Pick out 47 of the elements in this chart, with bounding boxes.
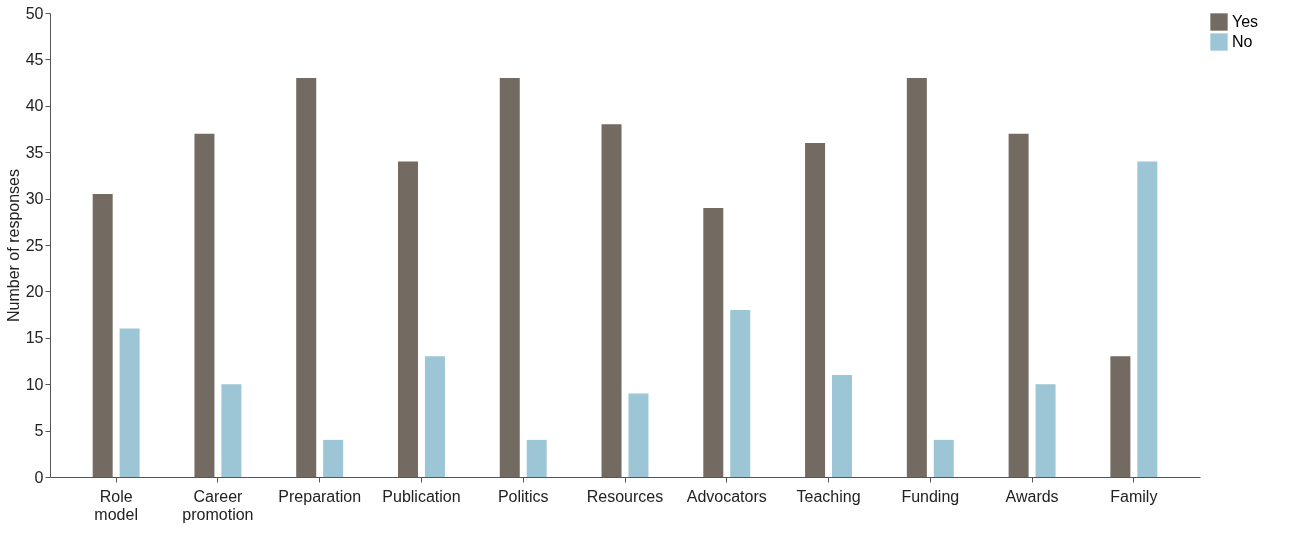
bar bbox=[703, 207, 724, 477]
x-tick-label: Resources bbox=[586, 487, 664, 505]
y-tick-label: 20 bbox=[25, 282, 44, 300]
y-tick-label: 40 bbox=[25, 97, 44, 115]
x-tick-label: Publication bbox=[382, 487, 461, 505]
x-tick-label: Funding bbox=[901, 487, 960, 505]
bar bbox=[221, 384, 242, 477]
x-tick-label: Awards bbox=[1005, 487, 1059, 505]
bar bbox=[906, 77, 927, 477]
bar bbox=[730, 309, 751, 477]
y-tick-label: 25 bbox=[25, 236, 44, 254]
bar bbox=[323, 439, 344, 477]
x-tick-label: Family bbox=[1110, 487, 1158, 505]
bar bbox=[1110, 356, 1131, 477]
x-tick-label: Preparation bbox=[278, 487, 362, 505]
bar bbox=[933, 439, 954, 477]
y-tick-label: 50 bbox=[25, 4, 44, 22]
y-tick-label: 10 bbox=[25, 375, 44, 393]
x-tick-label: Teaching bbox=[796, 487, 861, 505]
y-tick-label: 35 bbox=[25, 143, 44, 161]
bar bbox=[194, 133, 215, 477]
x-tick-label: Role model bbox=[94, 487, 138, 523]
bar bbox=[397, 161, 418, 477]
bar bbox=[424, 356, 445, 477]
y-tick-label: 15 bbox=[25, 329, 44, 347]
bar bbox=[1137, 161, 1158, 477]
legend-label: No bbox=[1232, 33, 1253, 50]
bar bbox=[628, 393, 649, 477]
bar bbox=[601, 124, 622, 477]
y-tick-label: 45 bbox=[25, 50, 44, 68]
bar bbox=[1008, 133, 1029, 477]
y-tick-label: 0 bbox=[34, 468, 44, 486]
bar bbox=[832, 374, 853, 477]
bar bbox=[1035, 384, 1056, 477]
bar bbox=[92, 193, 113, 477]
bar bbox=[499, 77, 520, 477]
y-axis-title: Number of responses bbox=[4, 169, 22, 322]
bar bbox=[526, 439, 547, 477]
bar bbox=[119, 328, 140, 477]
x-tick-label: Politics bbox=[497, 487, 549, 505]
legend-label: Yes bbox=[1232, 13, 1259, 30]
bar bbox=[296, 77, 317, 477]
x-tick-label: Advocators bbox=[686, 487, 767, 505]
y-tick-label: 5 bbox=[34, 422, 44, 440]
y-tick-label: 30 bbox=[25, 190, 44, 208]
x-tick-label: Career promotion bbox=[182, 487, 254, 523]
bar bbox=[805, 142, 826, 477]
